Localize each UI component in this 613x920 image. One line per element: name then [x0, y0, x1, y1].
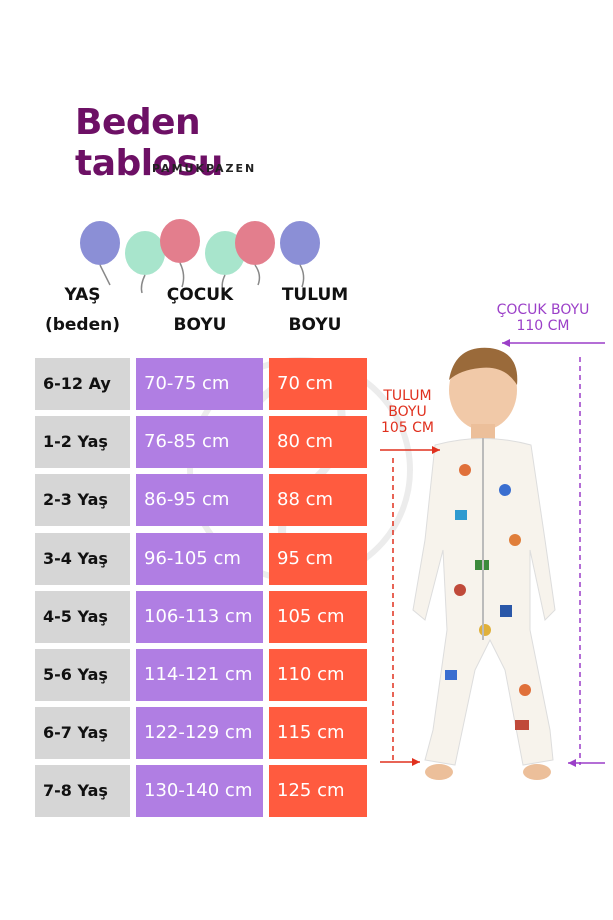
balloon-icon: [280, 221, 320, 288]
brand-name: PAMUKPAZEN: [152, 162, 257, 175]
header-age-line2: (beden): [44, 315, 121, 335]
header-age-line1: YAŞ: [64, 285, 101, 305]
table-row: 4-5 Yaş 106-113 cm 105 cm: [35, 590, 367, 643]
suit-length-label-line3: 105 CM: [380, 420, 435, 436]
suit-length-cell: 110 cm: [269, 649, 367, 701]
balloon-icon: [160, 219, 200, 288]
header-suit-line2: BOYU: [288, 315, 342, 335]
table-row: 2-3 Yaş 86-95 cm 88 cm: [35, 474, 367, 527]
child-height-label: ÇOCUK BOYU 110 CM: [493, 302, 593, 334]
age-cell: 4-5 Yaş: [35, 590, 130, 643]
suit-length-cell: 88 cm: [269, 474, 367, 527]
child-height-cell: 122-129 cm: [136, 707, 263, 760]
header-age: YAŞ (beden): [30, 280, 135, 340]
table-row: 3-4 Yaş 96-105 cm 95 cm: [35, 532, 367, 585]
header-child-line2: BOYU: [173, 315, 227, 335]
child-height-cell: 114-121 cm: [136, 649, 263, 701]
age-cell: 2-3 Yaş: [35, 474, 130, 527]
suit-length-label: TULUM BOYU 105 CM: [375, 388, 440, 436]
suit-length-cell: 115 cm: [269, 707, 367, 760]
age-cell: 1-2 Yaş: [35, 416, 130, 469]
age-cell: 6-12 Ay: [35, 358, 130, 410]
header-suit-line1: TULUM: [281, 285, 349, 305]
balloon-icon: [205, 231, 245, 294]
page-title: Beden tablosu: [75, 102, 223, 184]
child-height-cell: 106-113 cm: [136, 590, 263, 643]
suit-length-cell: 125 cm: [269, 765, 367, 818]
table-row: 6-7 Yaş 122-129 cm 115 cm: [35, 707, 367, 760]
table-row: 5-6 Yaş 114-121 cm 110 cm: [35, 649, 367, 701]
child-photo: [412, 347, 556, 780]
header-suit-length: TULUM BOYU: [265, 280, 365, 340]
table-row: 1-2 Yaş 76-85 cm 80 cm: [35, 416, 367, 469]
header-child-height: ÇOCUK BOYU: [140, 280, 260, 340]
child-height-cell: 130-140 cm: [136, 765, 263, 818]
balloons-illustration: [80, 219, 320, 294]
balloon-icon: [235, 221, 275, 286]
suit-length-label-line2: BOYU: [388, 404, 427, 420]
suit-length-cell: 80 cm: [269, 416, 367, 469]
child-height-label-line1: ÇOCUK BOYU: [496, 302, 590, 318]
child-height-cell: 70-75 cm: [136, 358, 263, 410]
age-cell: 6-7 Yaş: [35, 707, 130, 760]
suit-length-cell: 70 cm: [269, 358, 367, 410]
balloon-icon: [125, 231, 165, 294]
suit-length-measure-line: [380, 446, 440, 766]
suit-length-cell: 95 cm: [269, 532, 367, 585]
age-cell: 3-4 Yaş: [35, 532, 130, 585]
age-cell: 7-8 Yaş: [35, 765, 130, 818]
suit-length-label-line1: TULUM: [383, 388, 432, 404]
child-height-cell: 96-105 cm: [136, 532, 263, 585]
table-row: 6-12 Ay 70-75 cm 70 cm: [35, 358, 367, 410]
balloon-icon: [80, 221, 120, 286]
child-height-cell: 76-85 cm: [136, 416, 263, 469]
child-height-measure-line: [502, 339, 605, 767]
child-height-cell: 86-95 cm: [136, 474, 263, 527]
table-row: 7-8 Yaş 130-140 cm 125 cm: [35, 765, 367, 818]
age-cell: 5-6 Yaş: [35, 649, 130, 701]
suit-length-cell: 105 cm: [269, 590, 367, 643]
header-child-line1: ÇOCUK: [166, 285, 234, 305]
child-height-label-line2: 110 CM: [516, 318, 570, 334]
